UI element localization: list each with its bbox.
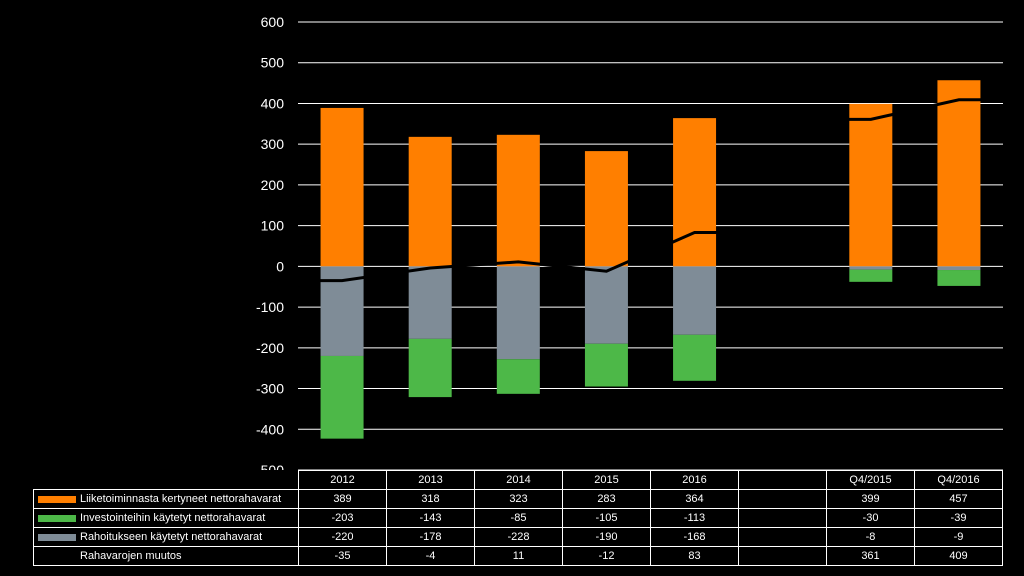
y-tick-label: -400 bbox=[256, 421, 284, 437]
table-row: Rahoitukseen käytetyt nettorahavarat -220… bbox=[33, 527, 1003, 547]
table-cell: 318 bbox=[386, 489, 475, 509]
table-cell: 364 bbox=[650, 489, 739, 509]
table-cell: 409 bbox=[914, 546, 1003, 566]
bar-financing bbox=[496, 266, 540, 360]
bar-investing bbox=[937, 270, 981, 286]
legend-swatch bbox=[38, 553, 76, 560]
table-header-cell: 2013 bbox=[386, 470, 475, 490]
table-cell: -85 bbox=[474, 508, 563, 528]
y-tick-label: 500 bbox=[261, 55, 285, 71]
bar-investing bbox=[320, 355, 364, 439]
legend-swatch bbox=[38, 495, 76, 503]
table-header-cell: Q4/2016 bbox=[914, 470, 1003, 490]
table-cell: -12 bbox=[562, 546, 651, 566]
bar-financing bbox=[673, 266, 717, 335]
table-cell: -105 bbox=[562, 508, 651, 528]
table-header-cell: 2015 bbox=[562, 470, 651, 490]
table-header-cell: 2014 bbox=[474, 470, 563, 490]
table-cell: -35 bbox=[298, 546, 387, 566]
bar-operating bbox=[937, 80, 981, 267]
y-tick-label: 100 bbox=[261, 218, 285, 234]
series-label-text: Rahavarojen muutos bbox=[80, 550, 182, 562]
table-cell: -203 bbox=[298, 508, 387, 528]
cash-flow-chart: 600 500 400 300 200 100 0 -100 -200 -300 -400 -500 bbox=[256, 14, 1003, 470]
table-cell: 457 bbox=[914, 489, 1003, 509]
y-tick-label: 300 bbox=[261, 136, 285, 152]
table-cell bbox=[738, 527, 827, 547]
table-cell: -39 bbox=[914, 508, 1003, 528]
table-cell: 389 bbox=[298, 489, 387, 509]
table-cell: -8 bbox=[826, 527, 915, 547]
table-row: Liiketoiminnasta kertyneet nettorahavara… bbox=[33, 489, 1003, 509]
table-row: Investointeihin käytetyt nettorahavarat -… bbox=[33, 508, 1003, 528]
table-header-cell: 2012 bbox=[298, 470, 387, 490]
bar-operating bbox=[584, 151, 628, 267]
y-tick-label: -100 bbox=[256, 299, 284, 315]
bar-operating bbox=[849, 103, 893, 267]
line-cash-change bbox=[320, 231, 717, 283]
bar-financing bbox=[408, 266, 452, 339]
series-label: Liiketoiminnasta kertyneet nettorahavara… bbox=[33, 489, 299, 509]
table-header-cell: 2016 bbox=[650, 470, 739, 490]
bar-operating bbox=[673, 118, 717, 267]
bar-financing bbox=[584, 266, 628, 344]
table-cell: -178 bbox=[386, 527, 475, 547]
table-cell: 323 bbox=[474, 489, 563, 509]
legend-swatch bbox=[38, 514, 76, 522]
table-cell: -113 bbox=[650, 508, 739, 528]
series-label-text: Rahoitukseen käytetyt nettorahavarat bbox=[80, 531, 263, 543]
data-table: 2012 2013 2014 2015 2016 Q4/2015 Q4/2016 Liiket… bbox=[33, 470, 1003, 566]
table-cell bbox=[738, 489, 827, 509]
y-tick-label: -200 bbox=[256, 340, 284, 356]
table-cell: 83 bbox=[650, 546, 739, 566]
series-label-text: Investointeihin käytetyt nettorahavarat bbox=[80, 512, 266, 524]
table-cell: -143 bbox=[386, 508, 475, 528]
table-cell: 11 bbox=[474, 546, 563, 566]
y-tick-label: -500 bbox=[256, 462, 284, 470]
table-cell bbox=[738, 546, 827, 566]
table-cell: -228 bbox=[474, 527, 563, 547]
table-corner bbox=[34, 471, 299, 490]
y-tick-label: 0 bbox=[276, 258, 284, 274]
table-cell bbox=[738, 508, 827, 528]
table-cell: 361 bbox=[826, 546, 915, 566]
bar-operating bbox=[408, 136, 452, 267]
y-tick-label: 600 bbox=[261, 14, 285, 30]
table-cell: -168 bbox=[650, 527, 739, 547]
table-cell: 399 bbox=[826, 489, 915, 509]
bar-financing bbox=[937, 266, 981, 271]
bar-financing bbox=[849, 266, 893, 270]
table-cell: -30 bbox=[826, 508, 915, 528]
table-row: Rahavarojen muutos -35 -4 11 -12 83 361 409 bbox=[33, 546, 1003, 566]
y-tick-label: 200 bbox=[261, 177, 285, 193]
bar-operating bbox=[320, 107, 364, 267]
legend-swatch bbox=[38, 533, 76, 541]
bar-investing bbox=[584, 343, 628, 387]
table-cell: -220 bbox=[298, 527, 387, 547]
bar-investing bbox=[673, 334, 717, 381]
series-label: Rahoitukseen käytetyt nettorahavarat bbox=[33, 527, 299, 547]
y-tick-label: 400 bbox=[261, 95, 285, 111]
series-label: Rahavarojen muutos bbox=[33, 546, 299, 566]
table-header-cell: Q4/2015 bbox=[826, 470, 915, 490]
table-header-row: 2012 2013 2014 2015 2016 Q4/2015 Q4/2016 bbox=[34, 470, 1003, 490]
bar-investing bbox=[849, 269, 893, 282]
series-label: Investointeihin käytetyt nettorahavarat bbox=[33, 508, 299, 528]
bar-investing bbox=[408, 338, 452, 398]
y-tick-label: -300 bbox=[256, 381, 284, 397]
bar-investing bbox=[496, 359, 540, 394]
table-cell: -4 bbox=[386, 546, 475, 566]
series-label-text: Liiketoiminnasta kertyneet nettorahavara… bbox=[80, 493, 282, 505]
line-cash-change bbox=[848, 98, 981, 121]
table-cell: -9 bbox=[914, 527, 1003, 547]
table-cell: -190 bbox=[562, 527, 651, 547]
table-header-cell bbox=[738, 470, 827, 490]
table-cell: 283 bbox=[562, 489, 651, 509]
bar-operating bbox=[496, 134, 540, 267]
